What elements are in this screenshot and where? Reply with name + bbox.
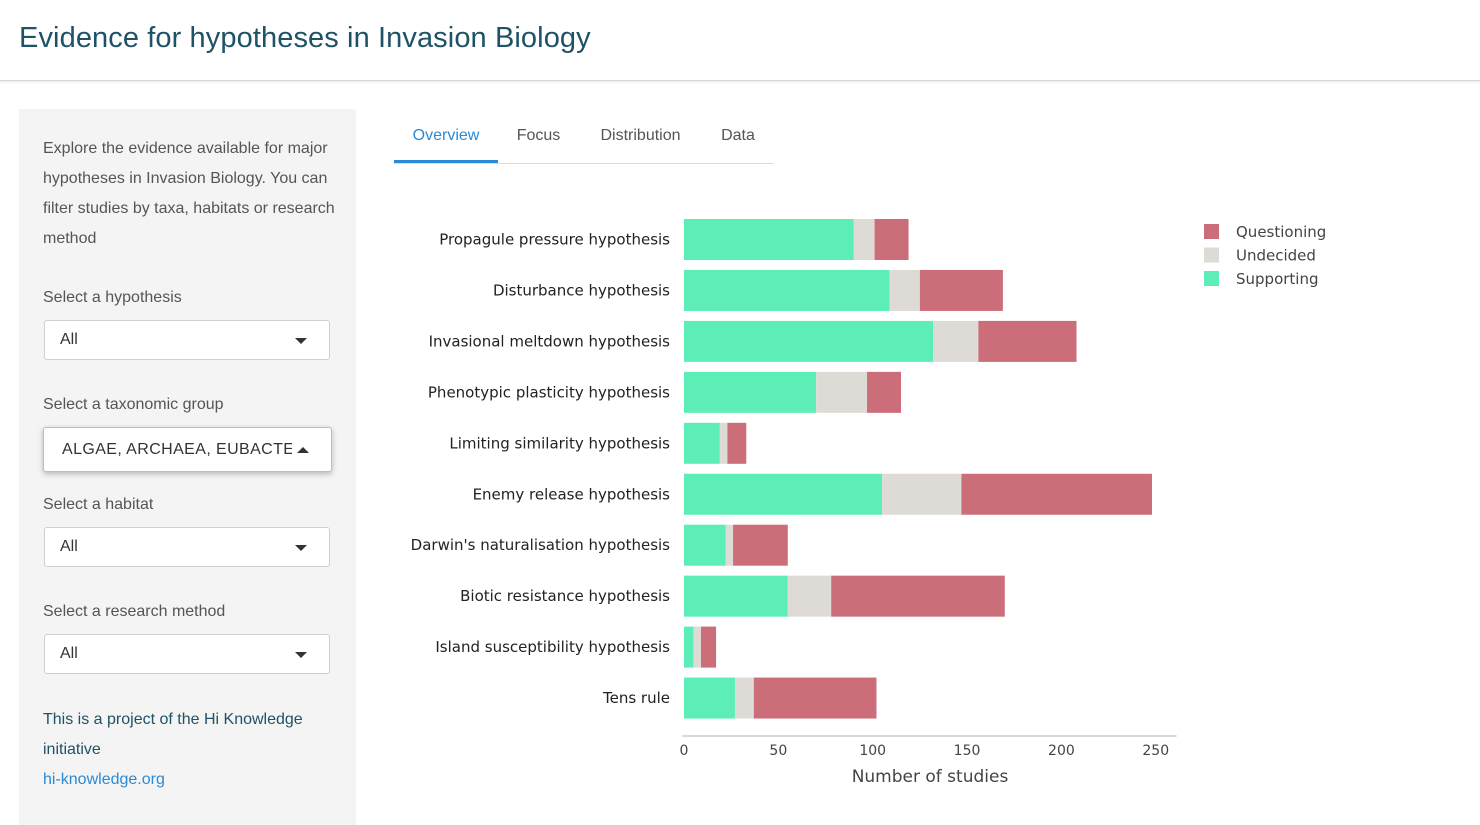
chevron-down-icon [295, 652, 307, 658]
taxonomic-group-select[interactable]: ALGAE, ARCHAEA, EUBACTERIA, FUNGI [43, 427, 332, 472]
bar-questioning [753, 677, 877, 719]
habitat-select-value: All [60, 538, 78, 555]
legend-swatch-undecided [1204, 247, 1219, 263]
page-title: Evidence for hypotheses in Invasion Biol… [19, 22, 591, 54]
x-tick-label: 0 [680, 743, 689, 759]
y-tick-label: Enemy release hypothesis [473, 485, 671, 503]
bar-questioning [831, 575, 1005, 617]
bar-undecided [853, 219, 875, 260]
legend-swatch-questioning [1204, 224, 1219, 239]
chevron-down-icon [295, 545, 307, 551]
hypothesis-select-label: Select a hypothesis [43, 289, 182, 306]
bar-undecided [719, 422, 728, 464]
y-tick-label: Limiting similarity hypothesis [449, 434, 670, 452]
project-website-link[interactable]: hi-knowledge.org [43, 771, 165, 788]
y-tick-label: Invasional meltdown hypothesis [429, 332, 671, 350]
bar-undecided [882, 473, 962, 515]
y-tick-label: Island susceptibility hypothesis [435, 638, 670, 656]
research-method-select[interactable]: All [44, 634, 330, 674]
research-method-select-label: Select a research method [43, 603, 226, 620]
chevron-down-icon [295, 338, 307, 344]
taxonomic-group-select-label: Select a taxonomic group [43, 396, 224, 413]
tab-focus[interactable]: Focus [516, 127, 561, 144]
bar-questioning [727, 422, 747, 464]
research-method-select-value: All [60, 645, 78, 662]
x-tick-label: 100 [859, 743, 886, 759]
hypothesis-select-value: All [60, 331, 78, 348]
sidebar-panel: Explore the evidence available for major… [19, 109, 356, 825]
bar-undecided [693, 626, 701, 668]
bar-supporting [684, 269, 890, 311]
y-tick-label: Phenotypic plasticity hypothesis [428, 383, 670, 401]
bar-supporting [684, 422, 720, 464]
sidebar-intro-text: Explore the evidence available for major… [43, 140, 335, 247]
bar-undecided [725, 524, 734, 566]
bar-undecided [816, 371, 868, 413]
x-tick-label: 50 [769, 743, 787, 759]
bar-undecided [734, 677, 754, 719]
taxonomic-group-select-value: ALGAE, ARCHAEA, EUBACTERIA, FUNGI [62, 441, 292, 458]
bar-questioning [700, 626, 717, 668]
project-note: This is a project of the Hi Knowledge in… [43, 711, 303, 758]
app-header: Evidence for hypotheses in Invasion Biol… [0, 0, 1480, 81]
x-tick-label: 250 [1142, 743, 1169, 759]
y-tick-label: Disturbance hypothesis [493, 281, 670, 299]
tab-bar: Overview Focus Distribution Data [394, 109, 774, 164]
bar-undecided [787, 575, 832, 617]
bar-undecided [889, 269, 920, 311]
bar-supporting [684, 219, 854, 260]
bar-supporting [684, 677, 735, 719]
bar-questioning [733, 524, 788, 566]
bar-supporting [684, 371, 817, 413]
legend-label: Undecided [1236, 247, 1316, 265]
legend-swatch-supporting [1204, 271, 1219, 286]
bar-questioning [874, 219, 909, 260]
y-tick-label: Darwin's naturalisation hypothesis [411, 536, 671, 554]
tab-distribution[interactable]: Distribution [600, 127, 681, 144]
habitat-select-label: Select a habitat [43, 496, 154, 513]
bar-supporting [684, 575, 788, 617]
habitat-select[interactable]: All [44, 527, 330, 567]
bar-supporting [684, 473, 883, 515]
tab-data[interactable]: Data [721, 127, 755, 144]
hypothesis-select[interactable]: All [44, 320, 330, 360]
y-tick-label: Biotic resistance hypothesis [460, 587, 670, 605]
x-tick-label: 200 [1048, 743, 1075, 759]
bar-questioning [978, 320, 1077, 362]
chevron-up-icon [297, 447, 309, 453]
y-tick-label: Tens rule [602, 689, 670, 707]
tab-overview[interactable]: Overview [394, 109, 498, 163]
bar-supporting [684, 320, 934, 362]
y-tick-label: Propagule pressure hypothesis [439, 231, 670, 249]
x-axis-title: Number of studies [852, 767, 1009, 787]
bar-undecided [933, 320, 979, 362]
bar-questioning [867, 371, 902, 413]
legend-label: Supporting [1236, 270, 1319, 288]
bar-supporting [684, 626, 694, 668]
x-tick-label: 150 [954, 743, 981, 759]
bar-questioning [961, 473, 1152, 515]
bar-questioning [919, 269, 1003, 311]
legend-label: Questioning [1236, 223, 1326, 241]
bar-supporting [684, 524, 726, 566]
